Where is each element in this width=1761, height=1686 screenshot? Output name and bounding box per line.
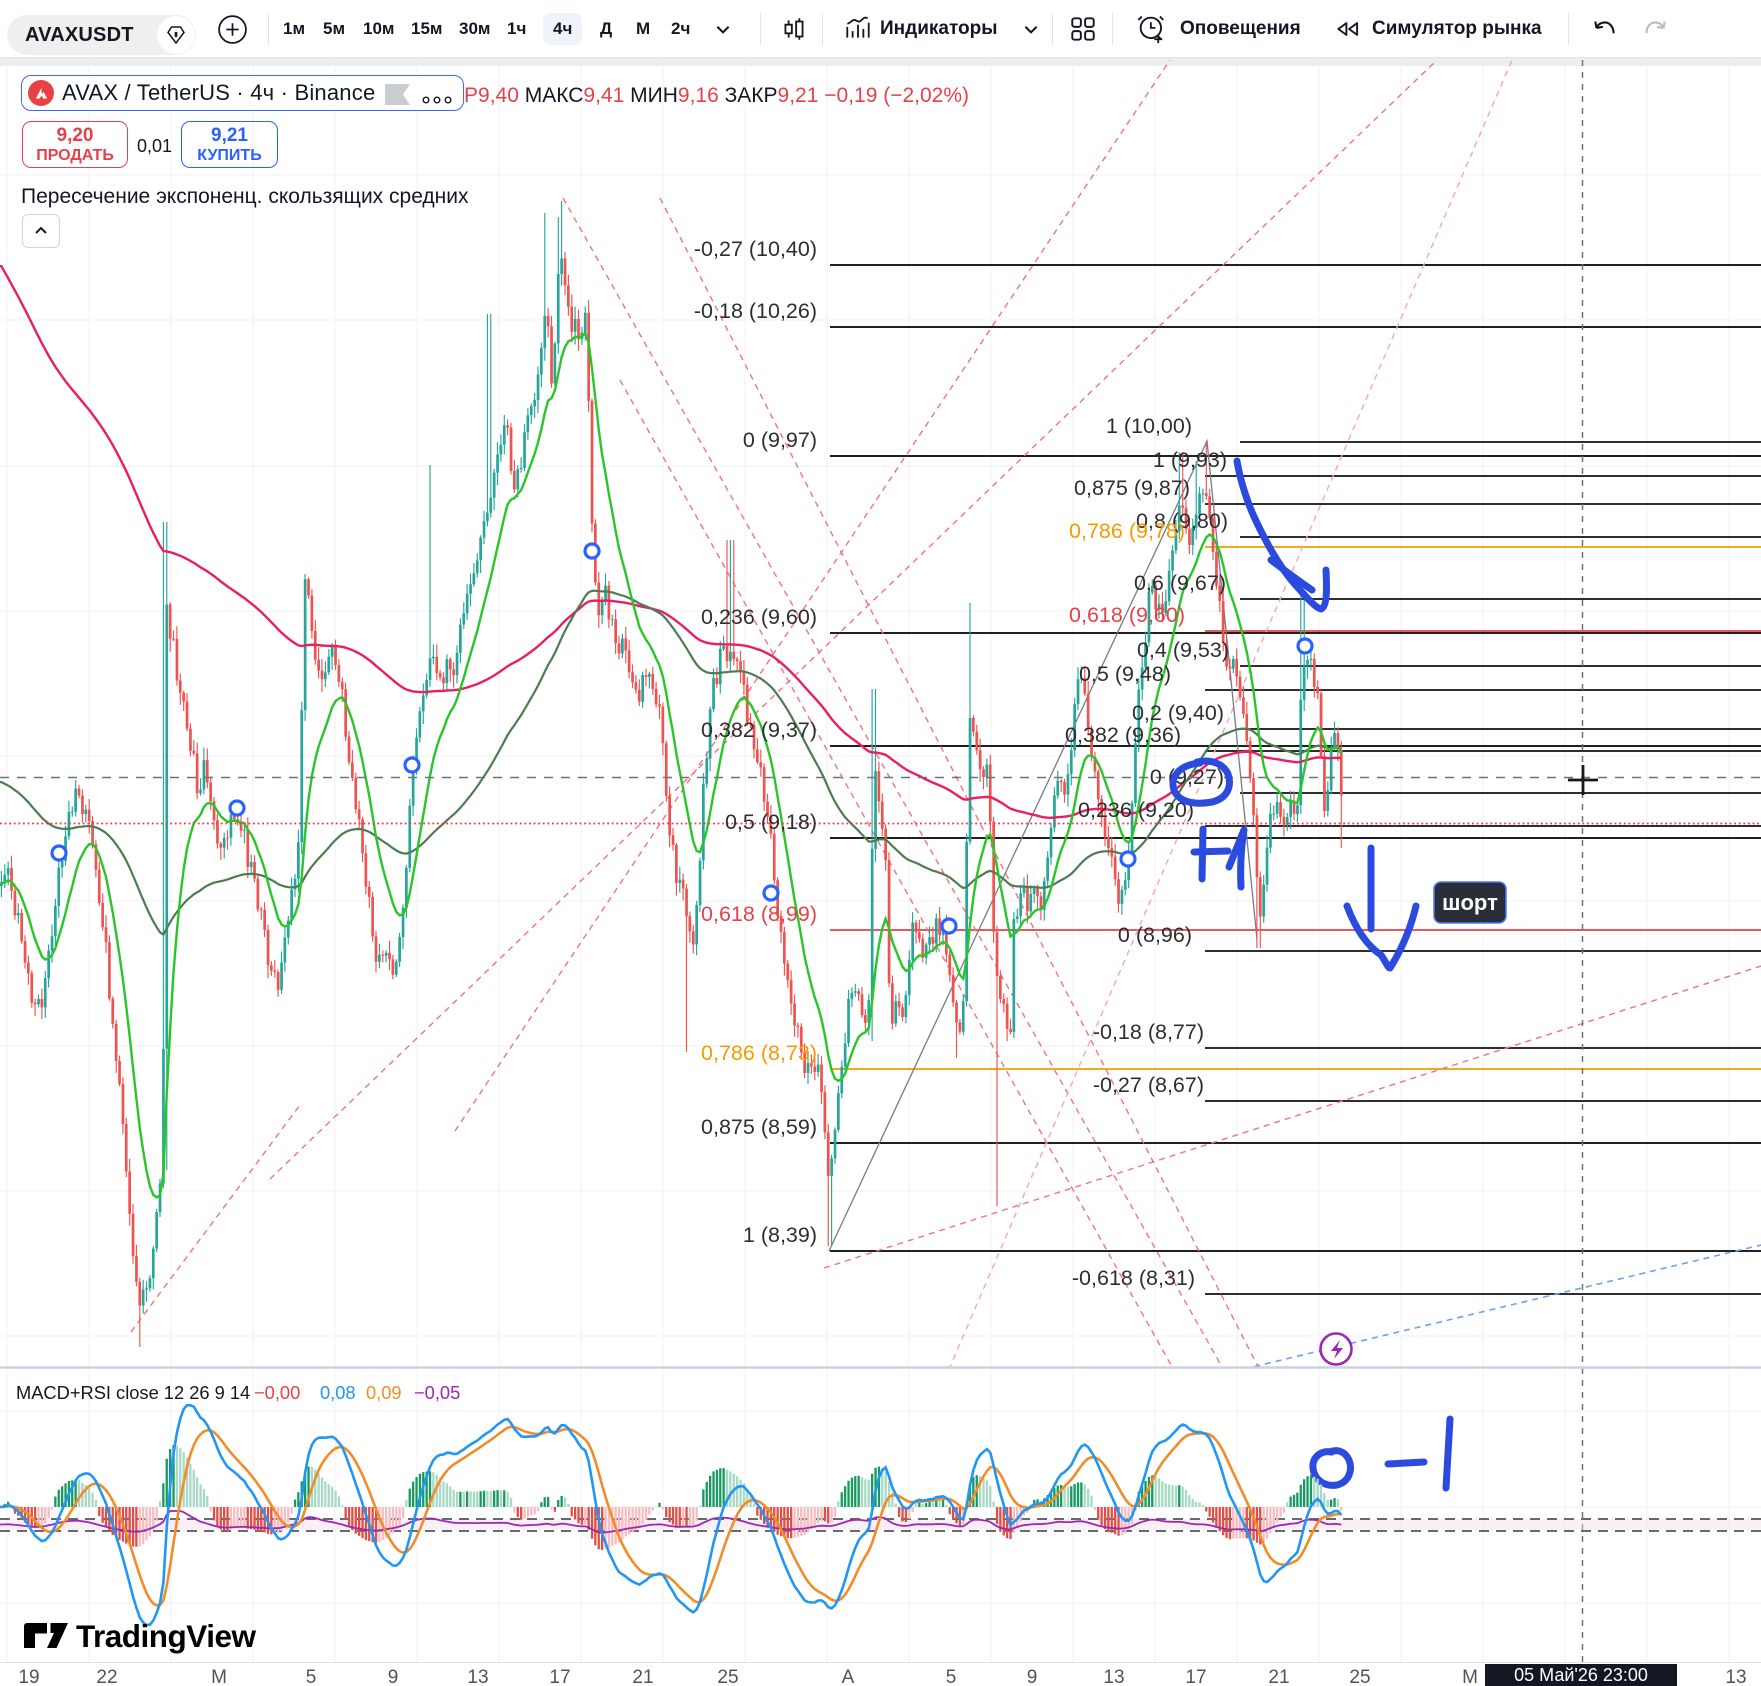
svg-text:19: 19 bbox=[18, 1667, 39, 1686]
svg-text:0,786 (8,73): 0,786 (8,73) bbox=[701, 1041, 817, 1065]
svg-text:17: 17 bbox=[549, 1667, 570, 1686]
svg-text:25: 25 bbox=[717, 1667, 738, 1686]
svg-text:0,2 (9,40): 0,2 (9,40) bbox=[1132, 701, 1224, 725]
svg-text:13: 13 bbox=[1103, 1667, 1124, 1686]
svg-text:0,09: 0,09 bbox=[366, 1382, 402, 1403]
svg-text:9: 9 bbox=[388, 1667, 399, 1686]
svg-text:0,875 (8,59): 0,875 (8,59) bbox=[701, 1115, 817, 1139]
svg-text:шорт: шорт bbox=[1442, 890, 1498, 915]
svg-text:5: 5 bbox=[306, 1667, 317, 1686]
svg-text:13: 13 bbox=[467, 1667, 488, 1686]
svg-text:0,5 (9,18): 0,5 (9,18) bbox=[725, 810, 817, 834]
svg-text:М: М bbox=[211, 1667, 227, 1686]
svg-text:0,786 (9,78): 0,786 (9,78) bbox=[1069, 519, 1185, 543]
svg-text:−0,00: −0,00 bbox=[254, 1382, 300, 1403]
svg-text:А: А bbox=[842, 1667, 855, 1686]
svg-text:0,382 (9,36): 0,382 (9,36) bbox=[1065, 723, 1181, 747]
svg-text:1 (8,39): 1 (8,39) bbox=[743, 1223, 817, 1247]
svg-text:0,8 (9,80): 0,8 (9,80) bbox=[1136, 509, 1228, 533]
svg-text:0,618 (8,99): 0,618 (8,99) bbox=[701, 902, 817, 926]
svg-text:0,6 (9,67): 0,6 (9,67) bbox=[1134, 571, 1226, 595]
svg-text:TradingView: TradingView bbox=[76, 1618, 256, 1654]
svg-text:0,5 (9,48): 0,5 (9,48) bbox=[1079, 662, 1171, 686]
svg-text:-0,27 (10,40): -0,27 (10,40) bbox=[694, 237, 817, 261]
svg-text:MACD+RSI close 12 26 9 14: MACD+RSI close 12 26 9 14 bbox=[16, 1382, 250, 1403]
svg-text:0,618 (9,60): 0,618 (9,60) bbox=[1069, 603, 1185, 627]
svg-text:5: 5 bbox=[946, 1667, 957, 1686]
svg-text:21: 21 bbox=[632, 1667, 653, 1686]
svg-text:-0,27 (8,67): -0,27 (8,67) bbox=[1093, 1073, 1204, 1097]
svg-text:0,236 (9,60): 0,236 (9,60) bbox=[701, 605, 817, 629]
svg-text:13: 13 bbox=[1725, 1667, 1746, 1686]
svg-text:1 (10,00): 1 (10,00) bbox=[1106, 414, 1192, 438]
svg-text:1 (9,93): 1 (9,93) bbox=[1153, 448, 1227, 472]
svg-text:-0,618 (8,31): -0,618 (8,31) bbox=[1072, 1266, 1195, 1290]
svg-text:05 Май'26 23:00: 05 Май'26 23:00 bbox=[1514, 1665, 1648, 1685]
svg-text:0,4 (9,53): 0,4 (9,53) bbox=[1137, 638, 1229, 662]
svg-text:25: 25 bbox=[1349, 1667, 1370, 1686]
svg-text:0,236 (9,20): 0,236 (9,20) bbox=[1078, 798, 1194, 822]
svg-text:0,382 (9,37): 0,382 (9,37) bbox=[701, 718, 817, 742]
svg-text:22: 22 bbox=[96, 1667, 117, 1686]
svg-text:-0,18 (8,77): -0,18 (8,77) bbox=[1093, 1020, 1204, 1044]
svg-text:9: 9 bbox=[1027, 1667, 1038, 1686]
svg-text:0,08: 0,08 bbox=[320, 1382, 356, 1403]
svg-text:М: М bbox=[1462, 1667, 1478, 1686]
svg-text:21: 21 bbox=[1268, 1667, 1289, 1686]
svg-text:0 (8,96): 0 (8,96) bbox=[1118, 923, 1192, 947]
svg-text:0 (9,97): 0 (9,97) bbox=[743, 428, 817, 452]
svg-text:17: 17 bbox=[1185, 1667, 1206, 1686]
svg-text:-0,18 (10,26): -0,18 (10,26) bbox=[694, 299, 817, 323]
svg-text:−0,05: −0,05 bbox=[414, 1382, 460, 1403]
svg-text:0,875 (9,87): 0,875 (9,87) bbox=[1074, 476, 1190, 500]
